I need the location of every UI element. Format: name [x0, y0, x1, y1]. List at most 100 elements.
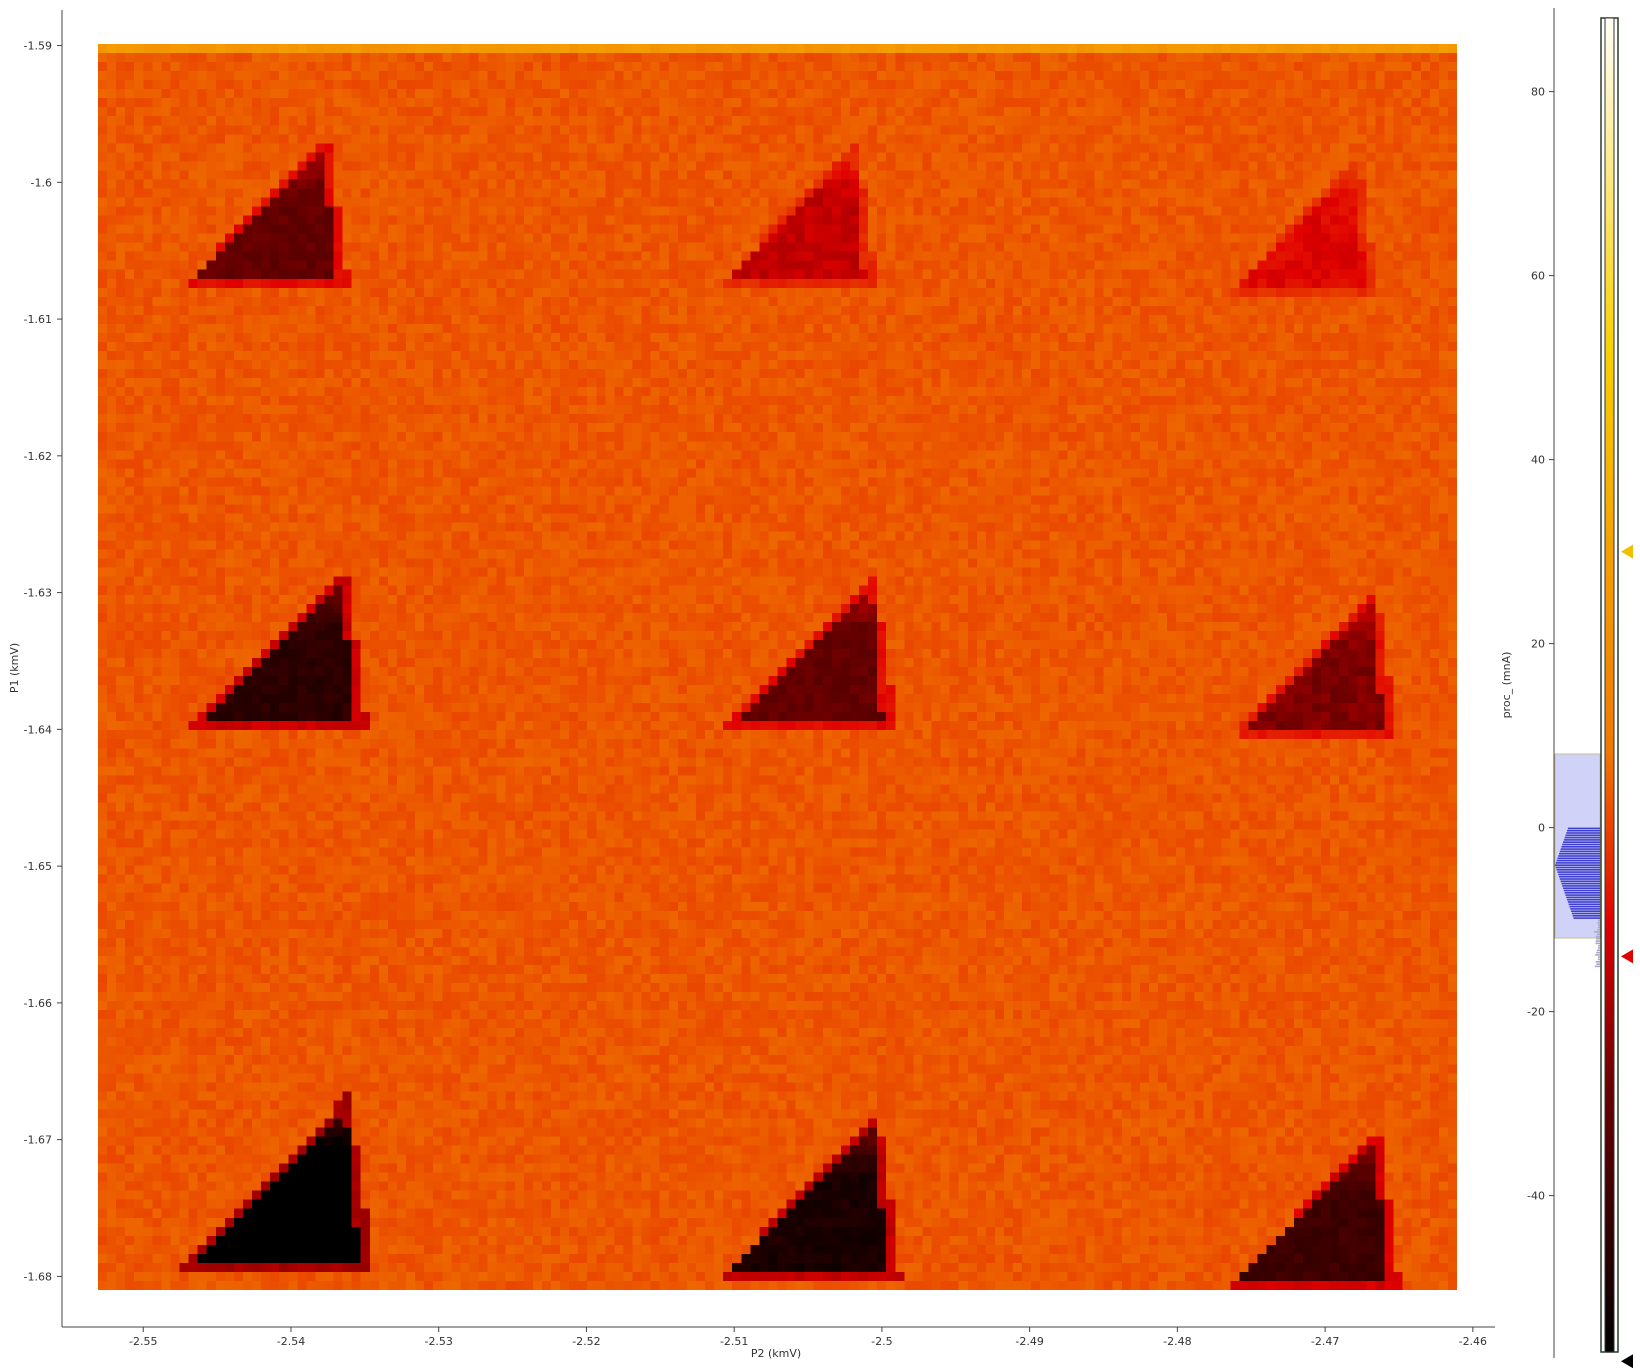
histogram-bar — [1568, 903, 1600, 906]
histogram-bar — [1598, 924, 1600, 926]
histogram-bar — [1573, 917, 1600, 919]
histogram-bar — [1566, 832, 1600, 834]
histogram-bar — [1570, 908, 1600, 910]
histogram-bar — [1597, 933, 1600, 935]
colorbar-ticks: 80 60 40 20 0 -20 -40 — [1527, 86, 1554, 1203]
y-tick-label: -1.62 — [24, 450, 52, 463]
y-axis-label: P1 (kmV) — [8, 643, 21, 693]
y-tick-label: -1.63 — [24, 587, 52, 600]
histogram-bars — [1555, 827, 1600, 968]
x-tick-label: -2.52 — [572, 1335, 600, 1348]
y-tick-label: -1.64 — [24, 723, 52, 736]
y-tick-label: -1.61 — [24, 313, 52, 326]
colorbar-level-marker[interactable] — [1621, 544, 1633, 559]
colorbar-gradient-bar — [1604, 17, 1615, 1353]
histogram-bar — [1560, 880, 1600, 883]
histogram-bar — [1561, 846, 1600, 848]
histogram-bar — [1566, 896, 1600, 899]
histogram-bar — [1595, 935, 1600, 938]
histogram-bar — [1563, 887, 1600, 889]
histogram-bar — [1571, 912, 1600, 915]
y-ticks: -1.59 -1.6 -1.61 -1.62 -1.63 -1.64 -1.65 -1.66 -… — [24, 40, 62, 1283]
histogram-bar — [1595, 961, 1600, 963]
histogram-bar — [1558, 873, 1600, 876]
histogram-bar — [1572, 915, 1600, 917]
histogram-bar — [1564, 892, 1600, 894]
histogram-bar — [1594, 965, 1600, 968]
colorbar-tick-label: 60 — [1531, 270, 1545, 283]
histogram-bar — [1562, 843, 1600, 846]
histogram-bar — [1555, 862, 1600, 864]
x-tick-label: -2.55 — [129, 1335, 157, 1348]
y-tick-label: -1.67 — [24, 1134, 52, 1147]
colorbar-level-marker[interactable] — [1621, 1354, 1633, 1369]
histogram-bar — [1565, 894, 1600, 896]
colorbar-tick-label: 0 — [1538, 822, 1545, 835]
colorbar-level-marker[interactable] — [1621, 949, 1633, 964]
histogram-bar — [1562, 885, 1600, 887]
colorbar-label: proc_ (mnA) — [1500, 652, 1513, 719]
histogram-bar — [1597, 958, 1600, 961]
histogram-bar — [1559, 852, 1600, 855]
histogram-bar — [1594, 931, 1600, 933]
colorbar-tick-label: 20 — [1531, 638, 1545, 651]
histogram-bar — [1567, 827, 1600, 830]
x-tick-label: -2.54 — [277, 1335, 305, 1348]
histogram-bar — [1596, 938, 1600, 940]
histogram-bar — [1555, 864, 1600, 866]
x-tick-label: -2.46 — [1459, 1335, 1487, 1348]
histogram-bar — [1595, 954, 1600, 956]
y-tick-label: -1.66 — [24, 997, 52, 1010]
histogram-bar — [1567, 829, 1600, 832]
histogram-bar — [1596, 951, 1600, 954]
x-tick-label: -2.53 — [424, 1335, 452, 1348]
colorbar-tick-label: 40 — [1531, 454, 1545, 467]
histogram-bar — [1598, 956, 1600, 958]
x-axis-label: P2 (kmV) — [751, 1347, 801, 1360]
plot-area: -2.55 -2.54 -2.53 -2.52 -2.51 -2.5 -2.49 -2.48 -… — [8, 10, 1495, 1360]
histogram-bar — [1598, 947, 1600, 949]
histogram-bar — [1571, 910, 1600, 912]
colorbar-tick-label: 80 — [1531, 86, 1545, 99]
colorbar-panel: 80 60 40 20 0 -20 -40 proc_ (mnA) — [1500, 8, 1633, 1369]
heatmap-image — [98, 44, 1457, 1290]
histogram-bar — [1557, 871, 1600, 873]
histogram-bar — [1560, 848, 1600, 850]
histogram-bar — [1597, 921, 1600, 924]
histogram-bar — [1565, 834, 1600, 837]
histogram-bar — [1556, 859, 1600, 862]
histogram-bar — [1597, 928, 1600, 931]
histogram-bar — [1561, 882, 1600, 885]
y-tick-label: -1.59 — [24, 40, 52, 53]
colorbar-tick-label: -20 — [1527, 1006, 1545, 1019]
histogram-bar — [1595, 942, 1600, 945]
y-tick-label: -1.68 — [24, 1270, 52, 1283]
histogram-bar — [1598, 926, 1600, 929]
x-ticks: -2.55 -2.54 -2.53 -2.52 -2.51 -2.5 -2.49 -2.48 -… — [129, 1327, 1487, 1348]
histogram-bar — [1564, 836, 1600, 839]
x-tick-label: -2.5 — [871, 1335, 892, 1348]
colorbar-markers — [1621, 544, 1633, 1369]
histogram-bar — [1596, 949, 1600, 952]
histogram-bar — [1559, 850, 1600, 853]
histogram-bar — [1559, 875, 1600, 878]
histogram-bar — [1563, 839, 1600, 841]
histogram-bar — [1567, 901, 1600, 903]
x-tick-label: -2.47 — [1311, 1335, 1339, 1348]
histogram-bar — [1558, 855, 1600, 857]
histogram-bar — [1598, 919, 1600, 922]
x-tick-label: -2.51 — [720, 1335, 748, 1348]
histogram-bar — [1556, 869, 1600, 871]
colorbar-tick-label: -40 — [1527, 1190, 1545, 1203]
histogram-bar — [1596, 963, 1600, 965]
histogram-bar — [1559, 878, 1600, 880]
x-tick-label: -2.48 — [1163, 1335, 1191, 1348]
y-tick-label: -1.65 — [24, 860, 52, 873]
histogram-bar — [1563, 841, 1600, 843]
histogram-bar — [1557, 857, 1600, 860]
histogram-bar — [1555, 866, 1600, 869]
x-tick-label: -2.49 — [1015, 1335, 1043, 1348]
y-tick-label: -1.6 — [31, 176, 52, 189]
